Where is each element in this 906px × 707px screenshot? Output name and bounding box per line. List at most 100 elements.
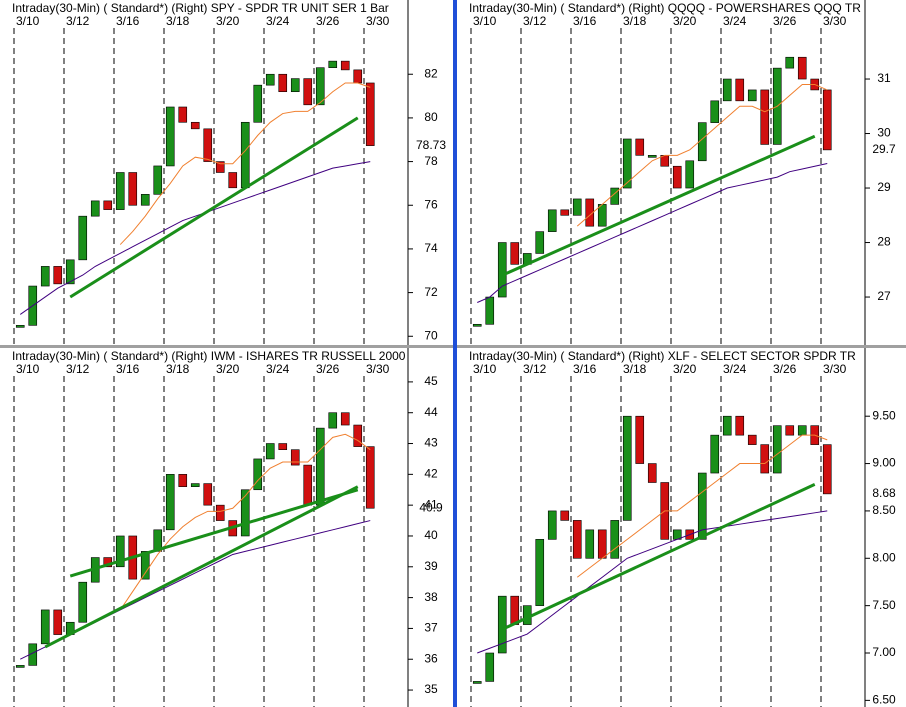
y-tick-label: 8.50 [872,503,896,517]
chart-title: Intraday(30-Min) ( Standard*) (Right) SP… [12,1,389,15]
candle [647,463,657,483]
moving-average [576,434,828,578]
candle [278,443,288,450]
candle [215,504,225,521]
candle [747,89,757,102]
candle [278,73,288,93]
y-tick-label: 82 [424,66,438,80]
x-tick-label: 3/26 [316,14,340,28]
x-tick-label: 3/26 [773,362,797,376]
candle [228,172,238,189]
candle [785,56,795,69]
candle [735,78,745,102]
x-tick-label: 3/10 [16,362,40,376]
y-tick-label: 35 [424,682,438,696]
candle [365,82,375,146]
x-tick-label: 3/30 [366,362,390,376]
candle [78,581,88,623]
x-tick-label: 3/20 [216,362,240,376]
y-tick-label: 8.00 [872,550,896,564]
y-tick-label: 70 [424,328,438,342]
candle [315,427,325,506]
y-tick-label: 9.00 [872,456,896,470]
candle [535,231,545,254]
x-tick-label: 3/12 [523,362,547,376]
x-tick-label: 3/24 [723,362,747,376]
candle [65,259,75,285]
y-tick-label: 43 [424,436,438,450]
y-tick-label: 7.00 [872,645,896,659]
x-tick-label: 3/30 [366,14,390,28]
x-tick-label: 3/18 [166,14,190,28]
candle [215,161,225,173]
candle [165,474,175,531]
y-tick-label: 80 [424,110,438,124]
x-tick-label: 3/24 [723,14,747,28]
x-tick-label: 3/24 [266,362,290,376]
candle [15,665,25,668]
candle [328,412,338,429]
trendline [69,488,359,578]
candle [697,122,707,162]
y-tick-label: 38 [424,590,438,604]
x-tick-label: 3/30 [823,362,847,376]
candle [178,474,188,487]
candle [203,128,213,162]
x-tick-label: 3/10 [473,362,497,376]
y-tick-label: 40 [424,528,438,542]
candle [353,69,363,84]
chart-title: Intraday(30-Min) ( Standard*) (Right) IW… [12,349,406,363]
candle [622,415,632,521]
candle [40,266,50,287]
chart-panel: 6.50 7.00 7.50 8.00 8.50 9.00 9.50 3/10 3/12 3/16… [469,348,896,707]
candle [547,209,557,232]
candle [497,595,507,654]
last-value-label: 29.7 [872,142,896,156]
x-tick-label: 3/18 [623,362,647,376]
candle [597,204,607,227]
x-tick-label: 3/10 [16,14,40,28]
candle [672,165,682,189]
candle [140,194,150,206]
x-tick-label: 3/18 [623,14,647,28]
y-tick-label: 31 [877,71,891,85]
candle [78,215,88,261]
candle [722,78,732,102]
x-tick-label: 3/20 [216,14,240,28]
candle [253,84,263,123]
candle [153,165,163,195]
x-tick-label: 3/24 [266,14,290,28]
moving-average [119,82,371,245]
candle [253,458,263,491]
candle [240,489,250,537]
y-tick-label: 29 [877,180,891,194]
candle [472,681,482,684]
y-tick-label: 27 [877,289,891,303]
candle [785,425,795,436]
candle [760,89,770,145]
y-tick-label: 42 [424,467,438,481]
x-tick-label: 3/12 [523,14,547,28]
candle [472,323,482,327]
candle [585,198,595,227]
candle [697,472,707,540]
candle [303,78,313,106]
candle [597,529,607,559]
candle [747,434,757,445]
y-tick-label: 74 [424,241,438,255]
y-tick-label: 45 [424,374,438,388]
candle [635,138,645,156]
candle [115,172,125,210]
x-tick-label: 3/16 [116,14,140,28]
candle [510,242,520,265]
candle [635,415,645,464]
candle [265,443,275,460]
candle [15,325,25,328]
x-tick-label: 3/12 [66,14,90,28]
x-tick-label: 3/10 [473,14,497,28]
panel-separator [453,0,457,707]
y-tick-label: 36 [424,651,438,665]
candle [140,551,150,580]
moving-average [477,163,828,303]
